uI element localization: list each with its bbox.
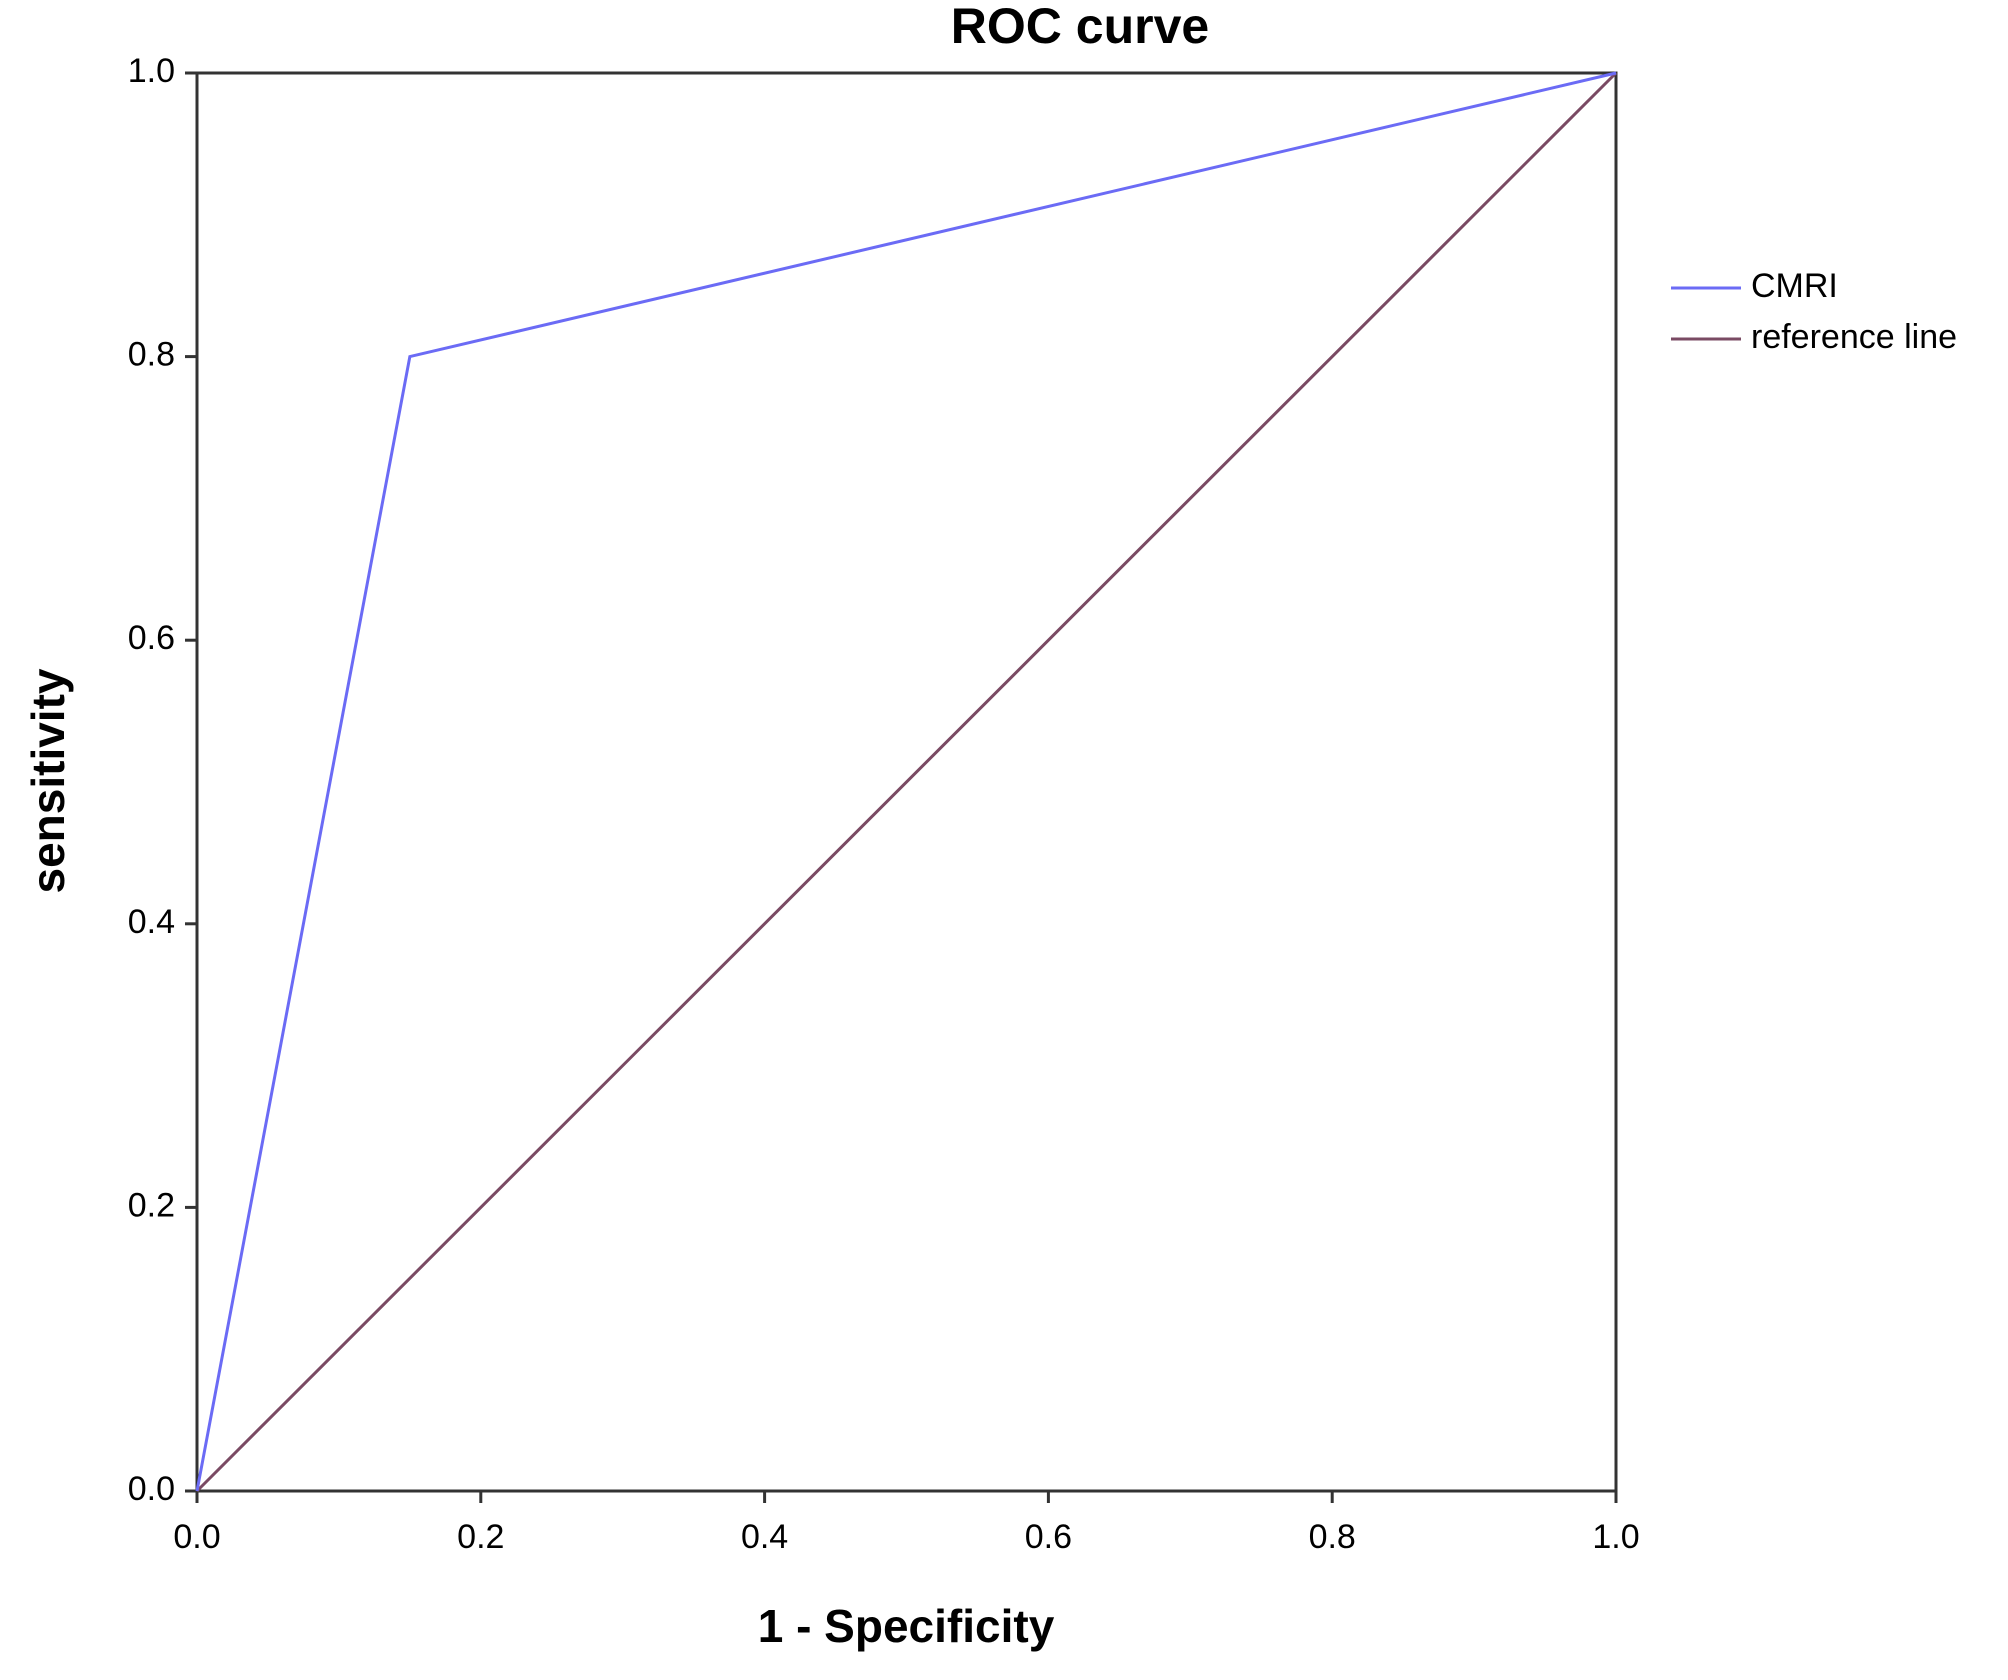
x-tick-label: 1.0: [1592, 1518, 1639, 1556]
legend-label: reference line: [1751, 318, 1957, 356]
y-tick-label: 0.4: [128, 903, 175, 941]
y-axis-label: sensitivity: [22, 668, 74, 893]
x-tick-label: 0.4: [741, 1518, 788, 1556]
y-tick-label: 0.8: [128, 336, 175, 374]
legend-label: CMRI: [1751, 267, 1838, 305]
plot-frame: [195, 71, 1618, 1493]
y-tick-label: 0.0: [128, 1470, 175, 1508]
x-tick-label: 0.6: [1025, 1518, 1072, 1556]
x-tick-label: 0.0: [173, 1518, 220, 1556]
series-line: [195, 71, 1617, 1492]
y-tick-label: 0.2: [128, 1186, 175, 1224]
x-tick-label: 0.8: [1309, 1518, 1356, 1556]
y-tick-label: 1.0: [128, 52, 175, 90]
x-tick-label: 0.2: [457, 1518, 504, 1556]
x-axis-label: 1 - Specificity: [758, 1600, 1055, 1652]
series-line: [195, 71, 1618, 1493]
chart-title: ROC curve: [951, 0, 1209, 54]
y-tick-label: 0.6: [128, 619, 175, 657]
